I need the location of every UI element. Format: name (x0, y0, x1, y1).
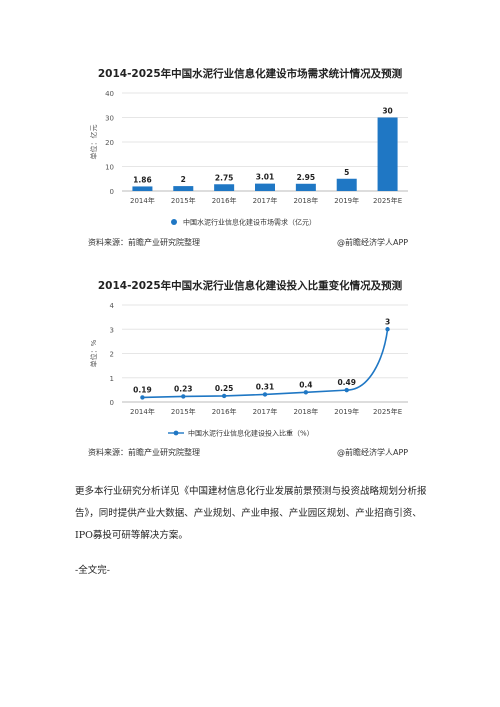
line-chart-x-tick-label: 2016年 (212, 407, 237, 416)
bar-data-label: 2.75 (215, 173, 234, 182)
bar-chart-y-tick-label: 20 (105, 139, 114, 147)
line-chart-y-tick-label: 2 (110, 351, 114, 359)
line-point (181, 394, 186, 399)
line-chart-title: 2014-2025年中国水泥行业信息化建设投入比重变化情况及预测 (97, 280, 403, 292)
bar-data-label: 2 (181, 175, 186, 184)
bar-chart-x-tick-label: 2018年 (293, 196, 318, 205)
bar (377, 117, 398, 191)
bar-chart-title: 2014-2025年中国水泥行业信息化建设市场需求统计情况及预测 (97, 68, 403, 80)
bar (295, 183, 316, 191)
bar-chart-y-tick-label: 40 (105, 90, 114, 98)
line-point (262, 392, 268, 397)
line-data-label: 0.19 (133, 385, 152, 394)
line-chart-source: 资料来源：前瞻产业研究院整理 (88, 448, 200, 457)
bar-chart-source: 资料来源：前瞻产业研究院整理 (88, 238, 200, 247)
bar-chart-y-tick-label: 0 (110, 188, 114, 196)
line-point (385, 327, 390, 332)
bar-chart-y-axis-label: 单位：亿元 (89, 125, 98, 160)
bar-data-label: 2.95 (297, 173, 316, 182)
line-point (344, 387, 349, 393)
bar-data-label: 5 (344, 168, 349, 177)
line-data-label: 0.25 (215, 384, 234, 393)
bar-chart-x-tick-label: 2014年 (130, 196, 155, 205)
line-chart-x-tick-label: 2018年 (293, 407, 318, 416)
bar-data-label: 1.86 (133, 175, 152, 184)
line-chart-credit: @前瞻经济学人APP (337, 448, 409, 457)
bar-chart-legend-label: 中国水泥行业信息化建设市场需求（亿元） (183, 218, 316, 227)
line-point (303, 390, 309, 395)
end-text: -全文完- (75, 565, 110, 576)
bar (214, 184, 235, 191)
bar (132, 186, 153, 191)
bar-chart-x-tick-label: 2017年 (253, 196, 278, 205)
line-data-label: 0.23 (174, 384, 193, 393)
bar-chart-y-tick-label: 10 (105, 164, 114, 172)
line-data-label: 0.4 (299, 380, 312, 389)
line-chart-y-tick-label: 0 (110, 399, 114, 407)
bar-chart-credit: @前瞻经济学人APP (337, 238, 409, 247)
line-chart-legend-label: 中国水泥行业信息化建设投入比重（%） (188, 429, 314, 438)
line-chart-y-tick-label: 4 (110, 302, 115, 310)
line-chart-x-tick-label: 2015年 (171, 407, 196, 416)
bar (336, 178, 357, 191)
bar-chart-x-tick-label: 2016年 (212, 196, 237, 205)
bar-chart-x-tick-label: 2025年E (373, 196, 402, 205)
line-chart-x-tick-label: 2019年 (334, 407, 359, 416)
bar-data-label: 3.01 (256, 173, 275, 182)
line-chart-y-tick-label: 3 (110, 326, 114, 334)
line-data-label: 0.49 (337, 378, 356, 387)
line-chart-y-axis-label: 单位：% (89, 339, 98, 367)
bar-chart: 0 10 20 30 40 单位：亿元 1.86 2014年 2 2015年 2.75 2016年 3.… (89, 90, 408, 227)
bar-chart-y-tick-label: 30 (105, 115, 114, 123)
line-chart-x-tick-label: 2025年E (373, 407, 402, 416)
line-chart: 0 1 2 3 4 单位：% 0.19 2014年 0.23 2015年 0.25 2016年 0.31… (89, 302, 408, 438)
line-point (221, 393, 227, 399)
line-chart-x-tick-label: 2017年 (253, 407, 278, 416)
bar-chart-x-tick-label: 2015年 (171, 196, 196, 205)
line-point (140, 395, 145, 400)
line-chart-y-tick-label: 1 (110, 375, 114, 383)
line-data-label: 0.31 (256, 382, 275, 391)
bar-data-label: 30 (382, 107, 392, 116)
line-chart-x-tick-label: 2014年 (130, 407, 155, 416)
line-chart-legend-marker (173, 430, 179, 436)
bar (173, 186, 194, 191)
bar-chart-x-tick-label: 2019年 (334, 196, 359, 205)
bar-chart-legend-marker (171, 219, 177, 225)
line-series (142, 329, 389, 399)
line-data-label: 3 (385, 317, 390, 326)
bar (255, 183, 275, 191)
body-paragraph: 更多本行业研究分析详见《中国建材信息化行业发展前景预测与投资战略规划分析报告》，… (75, 486, 427, 541)
